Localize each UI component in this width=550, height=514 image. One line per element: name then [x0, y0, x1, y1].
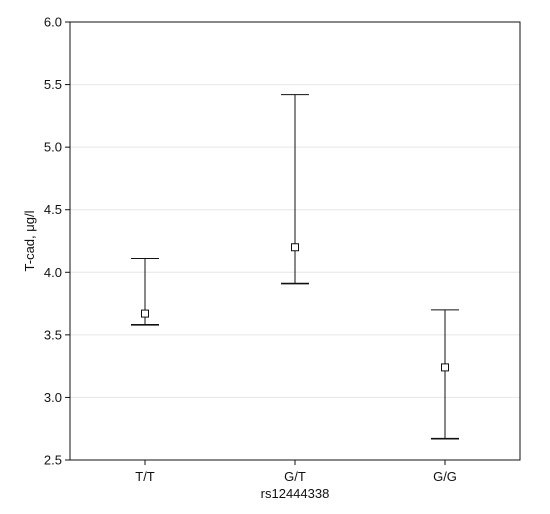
- y-tick-label: 3.5: [44, 327, 62, 342]
- y-tick-label: 6.0: [44, 15, 62, 30]
- y-tick-label: 2.5: [44, 453, 62, 468]
- error-bar-t-t: [131, 258, 159, 326]
- x-tick-label: G/G: [433, 469, 457, 484]
- mean-point: [441, 363, 449, 372]
- y-axis-ticks: 2.5 3.0 3.5 4.0 4.5 5.0 5.5 6.0: [44, 15, 70, 468]
- x-tick-label: T/T: [135, 469, 155, 484]
- x-axis-label: rs12444338: [261, 486, 330, 501]
- y-axis-label: T-cad, μg/l: [22, 210, 37, 271]
- mean-point: [291, 243, 299, 252]
- error-bar-g-g: [431, 309, 459, 440]
- mean-point: [141, 309, 149, 318]
- x-tick-label: G/T: [284, 469, 306, 484]
- y-tick-label: 4.0: [44, 265, 62, 280]
- error-bar-g-t: [281, 94, 309, 285]
- x-axis-ticks: T/T G/T G/G: [135, 460, 457, 484]
- y-tick-label: 4.5: [44, 202, 62, 217]
- error-bars: [131, 94, 459, 440]
- y-tick-label: 5.0: [44, 140, 62, 155]
- y-tick-label: 5.5: [44, 77, 62, 92]
- y-tick-label: 3.0: [44, 390, 62, 405]
